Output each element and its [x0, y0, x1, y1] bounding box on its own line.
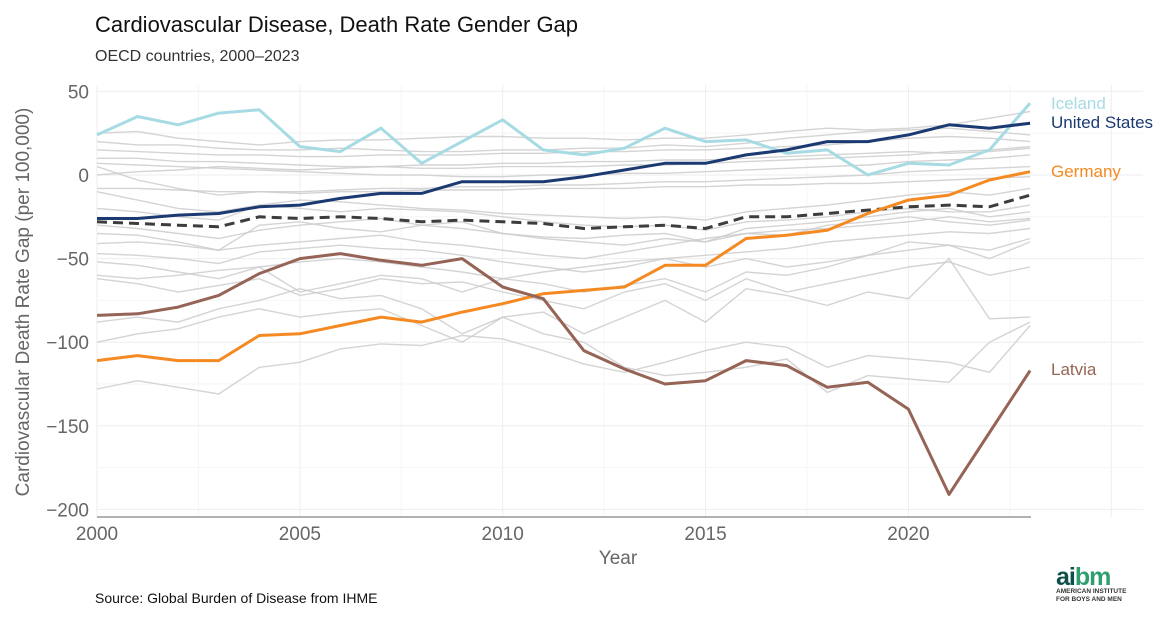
- oecd-average-line: [96, 193, 1031, 231]
- country-line: [97, 176, 1031, 195]
- country-line: [96, 216, 1031, 246]
- iceland-label: Iceland: [1051, 94, 1106, 113]
- y-axis-label: Cardiovascular Death Rate Gap (per 100,0…: [13, 108, 34, 497]
- average-line: [96, 193, 1031, 231]
- source-note: Source: Global Burden of Disease from IH…: [95, 590, 378, 606]
- iceland-line: [96, 102, 1032, 177]
- latvia-line: [96, 252, 1032, 496]
- chart-title: Cardiovascular Disease, Death Rate Gende…: [95, 12, 579, 37]
- united-states-line: [97, 121, 1031, 220]
- aibm-logo: aibm AMERICAN INSTITUTE FOR BOYS AND MEN: [1056, 563, 1127, 604]
- united-states-label: United States: [1051, 113, 1153, 132]
- country-line: [96, 216, 1031, 260]
- y-tick-label: −150: [46, 417, 89, 438]
- country-line: [96, 325, 1031, 395]
- x-tick-label: 2010: [482, 524, 524, 545]
- latvia-label: Latvia: [1051, 360, 1097, 379]
- country-line: [96, 165, 1031, 196]
- country-line: [97, 145, 1031, 170]
- country-line: [96, 127, 1031, 153]
- y-tick-label: −200: [46, 500, 89, 521]
- x-tick-label: 2000: [76, 524, 118, 545]
- x-axis-label: Year: [599, 548, 638, 569]
- country-line: [96, 308, 1031, 394]
- country-line: [96, 237, 1031, 293]
- x-tick-label: 2015: [684, 524, 726, 545]
- germany-label: Germany: [1051, 162, 1121, 181]
- country-line: [96, 154, 1031, 178]
- country-line: [96, 207, 1031, 251]
- germany-line: [96, 170, 1031, 363]
- x-tick-label: 2020: [887, 524, 929, 545]
- tick-labels: 2000 2005 2010 2015 2020 50 0 −50 −100 −150 −200: [46, 82, 929, 545]
- y-tick-label: 0: [78, 166, 89, 187]
- x-tick-label: 2005: [279, 524, 321, 545]
- country-line: [96, 261, 1031, 310]
- country-line: [96, 110, 1031, 146]
- chart-subtitle: OECD countries, 2000–2023: [95, 48, 300, 65]
- y-tick-label: −50: [57, 250, 89, 271]
- y-tick-label: 50: [68, 82, 89, 103]
- highlighted-lines: [96, 102, 1032, 496]
- country-line: [96, 147, 1031, 176]
- y-tick-label: −100: [46, 333, 89, 354]
- country-line: [96, 241, 1031, 293]
